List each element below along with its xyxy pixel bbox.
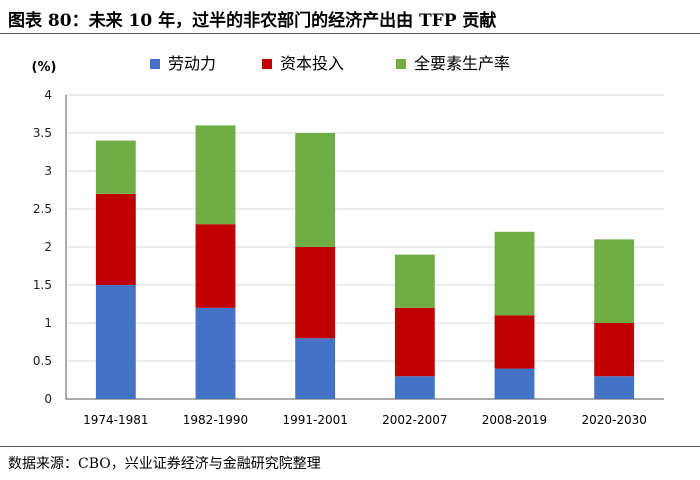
legend-swatch — [396, 59, 406, 69]
x-tick-label: 2008-2019 — [482, 413, 547, 427]
stacked-bar-chart: (%) 0 0.5 1 1.5 2 2.5 3 3.5 4 1974-1981 1982-1990 19… — [32, 54, 664, 427]
source-rule — [0, 446, 700, 447]
bar-segment — [494, 231, 535, 316]
x-tick-label: 1974-1981 — [83, 413, 148, 427]
bar-segment — [295, 338, 336, 399]
bar-segment — [195, 125, 236, 225]
y-unit-label: (%) — [32, 60, 57, 75]
source-note: 数据来源：CBO，兴业证券经济与金融研究院整理 — [8, 456, 321, 472]
bar-segment — [95, 285, 136, 399]
bar-segment — [394, 376, 435, 399]
y-tick-label: 0.5 — [33, 354, 52, 368]
x-tick-label: 1982-1990 — [183, 413, 248, 427]
bar-segment — [394, 307, 435, 377]
title-rule — [0, 33, 700, 34]
y-tick-label: 1.5 — [33, 278, 52, 292]
legend-label: 资本投入 — [280, 54, 344, 73]
figure-title: 图表 80：未来 10 年，过半的非农部门的经济产出由 TFP 贡献 — [8, 11, 497, 31]
axes: (%) 0 0.5 1 1.5 2 2.5 3 3.5 4 1974-1981 1982-1990 19… — [32, 60, 664, 427]
y-tick-label: 0 — [44, 392, 52, 406]
x-tick-label: 1991-2001 — [282, 413, 347, 427]
y-tick-label: 3 — [44, 164, 52, 178]
y-tick-label: 4 — [44, 88, 52, 102]
legend-label: 全要素生产率 — [414, 54, 510, 73]
bar-segment — [594, 376, 635, 399]
legend-swatch — [150, 59, 160, 69]
y-tick-label: 2.5 — [33, 202, 52, 216]
y-tick-label: 1 — [44, 316, 52, 330]
bar-segment — [295, 247, 336, 339]
legend-swatch — [262, 59, 272, 69]
x-tick-label: 2002-2007 — [382, 413, 447, 427]
legend: 劳动力 资本投入 全要素生产率 — [150, 54, 510, 73]
gridlines — [66, 94, 664, 362]
bar-segment — [195, 307, 236, 399]
bars — [95, 125, 635, 399]
bar-segment — [95, 193, 136, 285]
x-tick-label: 2020-2030 — [581, 413, 646, 427]
bar-segment — [195, 224, 236, 308]
bar-segment — [295, 133, 336, 247]
bar-segment — [95, 140, 136, 194]
bar-segment — [494, 368, 535, 399]
bar-segment — [594, 323, 635, 377]
bar-segment — [494, 315, 535, 369]
y-tick-label: 3.5 — [33, 126, 52, 140]
y-tick-label: 2 — [44, 240, 52, 254]
legend-label: 劳动力 — [168, 54, 216, 73]
bar-segment — [394, 254, 435, 308]
bar-segment — [594, 239, 635, 323]
